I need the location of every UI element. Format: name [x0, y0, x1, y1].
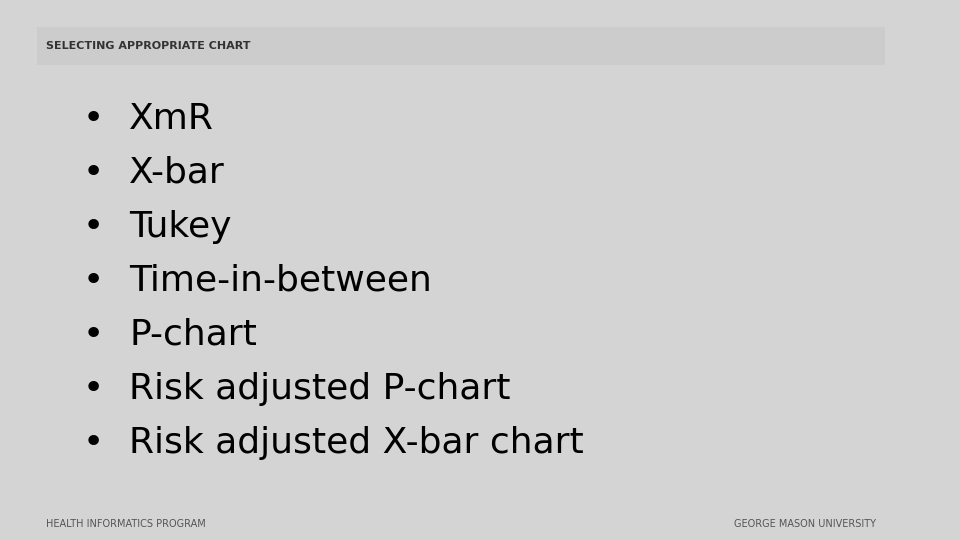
Text: •: •	[83, 426, 105, 460]
Bar	[36, 27, 885, 65]
Text: •: •	[83, 102, 105, 136]
Text: GEORGE MASON UNIVERSITY: GEORGE MASON UNIVERSITY	[733, 519, 876, 529]
Text: •: •	[83, 372, 105, 406]
Text: HEALTH INFORMATICS PROGRAM: HEALTH INFORMATICS PROGRAM	[46, 519, 205, 529]
Text: •: •	[83, 318, 105, 352]
Text: •: •	[83, 210, 105, 244]
Text: Time-in-between: Time-in-between	[129, 264, 432, 298]
Text: Risk adjusted P-chart: Risk adjusted P-chart	[129, 372, 511, 406]
Text: SELECTING APPROPRIATE CHART: SELECTING APPROPRIATE CHART	[46, 41, 251, 51]
Text: Tukey: Tukey	[129, 210, 231, 244]
Text: P-chart: P-chart	[129, 318, 257, 352]
Text: •: •	[83, 156, 105, 190]
Text: X-bar: X-bar	[129, 156, 225, 190]
Text: Risk adjusted X-bar chart: Risk adjusted X-bar chart	[129, 426, 584, 460]
Text: •: •	[83, 264, 105, 298]
Text: XmR: XmR	[129, 102, 214, 136]
